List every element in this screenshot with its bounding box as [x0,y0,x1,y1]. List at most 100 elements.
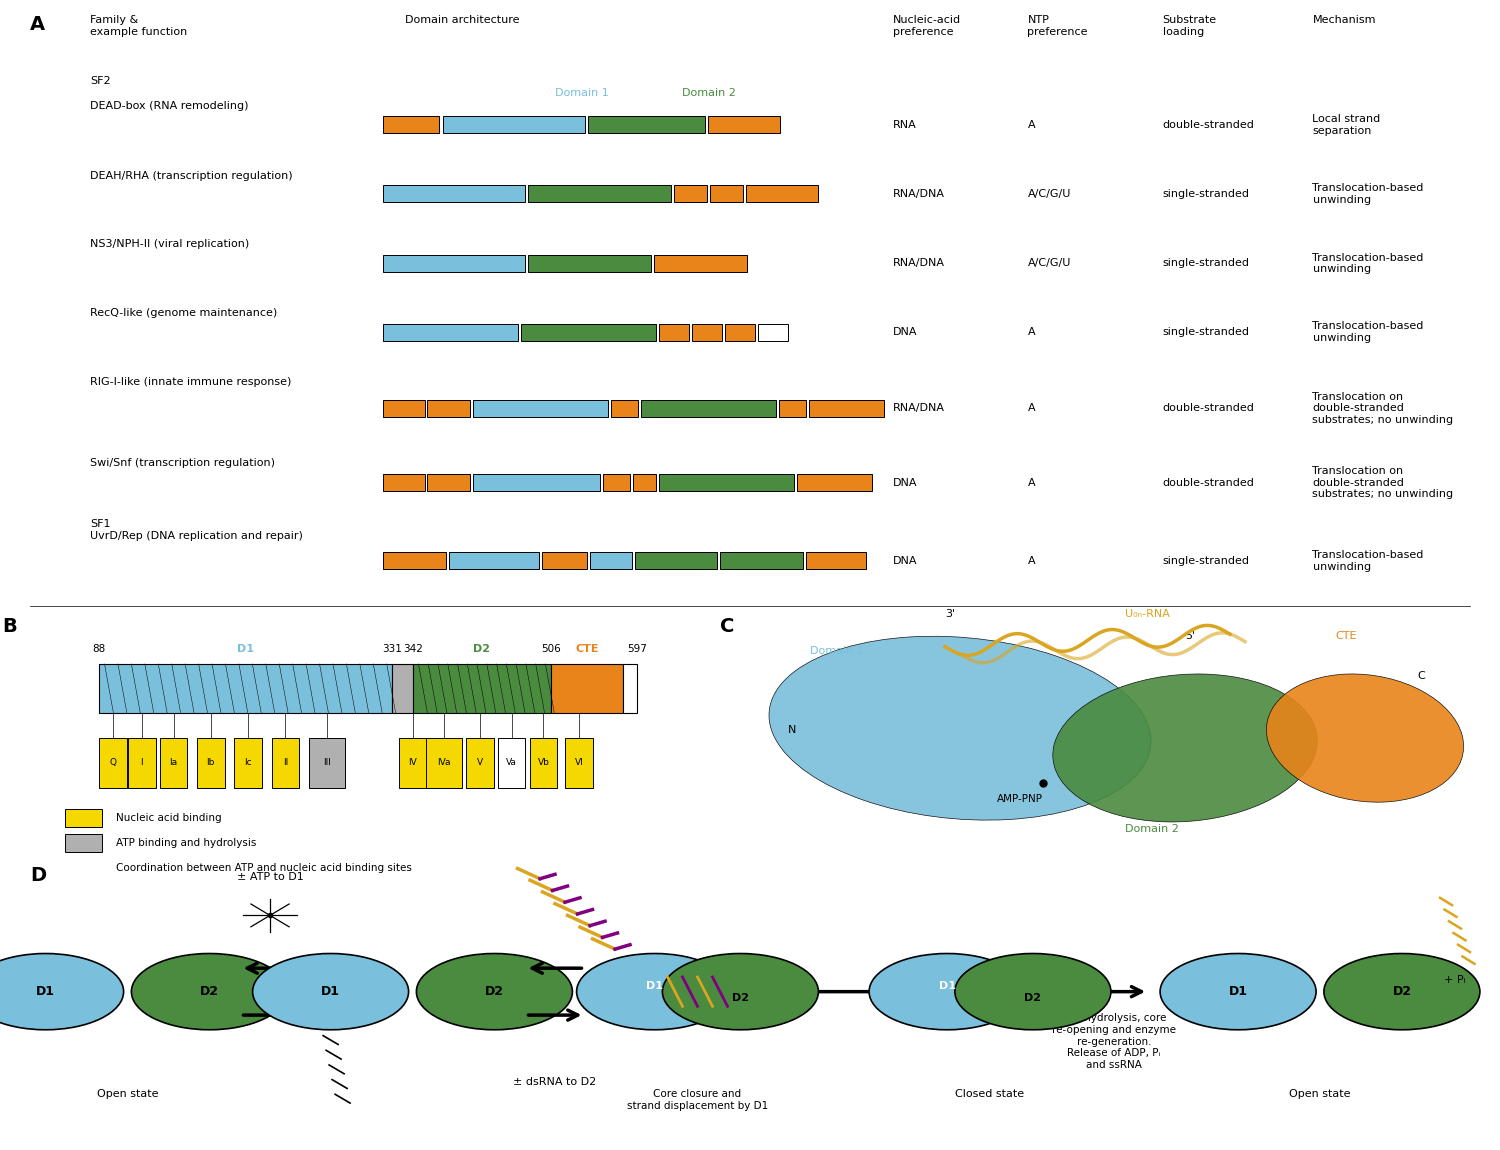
Bar [64,859,102,876]
Text: B: B [3,616,16,636]
Text: Translocation-based
unwinding: Translocation-based unwinding [1312,253,1424,274]
Text: 3': 3' [945,608,956,619]
Ellipse shape [1160,953,1316,1029]
Text: Closed state: Closed state [956,1089,1024,1099]
Text: 597: 597 [627,644,646,654]
Text: RNA/DNA: RNA/DNA [892,189,945,199]
Bar [806,552,865,569]
Text: D2: D2 [1392,986,1411,998]
Bar [99,738,126,788]
Bar [448,552,538,569]
Text: single-stranded: single-stranded [1162,328,1250,337]
Text: Q: Q [110,758,117,767]
Text: Translocation on
double-stranded
substrates; no unwinding: Translocation on double-stranded substra… [1312,466,1454,499]
Bar [528,255,651,271]
Text: Substrate
loading: Substrate loading [1162,15,1216,37]
Text: Coordination between ATP and nucleic acid binding sites: Coordination between ATP and nucleic aci… [117,862,412,873]
Ellipse shape [956,953,1112,1029]
Text: DNA: DNA [892,555,916,566]
Bar [472,474,600,491]
Bar [427,400,470,417]
Bar [99,664,393,713]
Bar [442,116,585,133]
Text: + Pᵢ: + Pᵢ [1444,975,1466,984]
Text: 342: 342 [404,644,423,654]
Text: Domain 1: Domain 1 [810,646,864,656]
Text: Domain architecture: Domain architecture [405,15,519,25]
Bar [746,185,818,202]
Bar [530,738,556,788]
Bar [309,738,345,788]
Text: D1: D1 [321,986,340,998]
Ellipse shape [1053,674,1317,822]
Bar [724,323,754,340]
Text: Local strand
separation: Local strand separation [1312,114,1380,136]
Text: 5': 5' [1185,631,1196,642]
Bar [550,664,624,713]
Text: Translocation-based
unwinding: Translocation-based unwinding [1312,321,1424,343]
Text: D1: D1 [36,986,56,998]
Bar [603,474,630,491]
Text: DEAD-box (RNA remodeling): DEAD-box (RNA remodeling) [90,100,249,110]
Bar [382,400,424,417]
Bar [708,116,780,133]
Text: I: I [141,758,142,767]
Text: IV: IV [408,758,417,767]
Text: D2: D2 [732,992,748,1003]
Bar [382,255,525,271]
Bar [382,552,446,569]
Text: SF2: SF2 [90,76,111,86]
Text: Family &
example function: Family & example function [90,15,188,37]
Text: UvrD/Rep (DNA replication and repair): UvrD/Rep (DNA replication and repair) [90,531,303,542]
Text: Vb: Vb [537,758,549,767]
Text: V: V [477,758,483,767]
Text: SF1: SF1 [90,520,111,529]
Bar [778,400,806,417]
Text: single-stranded: single-stranded [1162,259,1250,268]
Bar [382,116,439,133]
Text: Mechanism: Mechanism [1312,15,1376,25]
Text: 506: 506 [542,644,561,654]
Text: A: A [1028,477,1035,488]
Bar [382,185,525,202]
Bar [640,400,776,417]
Text: double-stranded: double-stranded [1162,120,1254,130]
Text: N: N [788,726,796,735]
Ellipse shape [0,953,123,1029]
Bar [196,738,225,788]
Bar [426,738,462,788]
Text: A: A [1028,404,1035,413]
Text: Domain 2: Domain 2 [682,89,736,99]
Text: CTE: CTE [576,644,598,654]
Bar [272,738,298,788]
Text: A: A [1028,328,1035,337]
Text: Open state: Open state [1288,1089,1350,1099]
Ellipse shape [417,953,573,1029]
Text: Domain 2: Domain 2 [1125,825,1179,834]
Text: Va: Va [506,758,518,767]
Text: DEAH/RHA (transcription regulation): DEAH/RHA (transcription regulation) [90,170,292,181]
Bar [466,738,494,788]
Text: RNA/DNA: RNA/DNA [892,404,945,413]
Text: DNA: DNA [892,328,916,337]
Bar [808,400,883,417]
Bar [674,185,706,202]
Text: A: A [30,15,45,34]
Text: C: C [720,616,735,636]
Ellipse shape [663,953,819,1029]
Bar [413,664,550,713]
Text: Translocation on
double-stranded
substrates; no unwinding: Translocation on double-stranded substra… [1312,392,1454,426]
Ellipse shape [770,636,1150,820]
Bar [692,323,722,340]
Text: D2: D2 [1024,992,1041,1003]
Text: DNA: DNA [892,477,916,488]
Text: single-stranded: single-stranded [1162,189,1250,199]
Ellipse shape [132,953,288,1029]
Text: Swi/Snf (transcription regulation): Swi/Snf (transcription regulation) [90,459,274,468]
Text: AMP-PNP: AMP-PNP [998,795,1042,804]
Text: Nucleic acid binding: Nucleic acid binding [117,813,222,823]
Text: C: C [1418,670,1425,681]
Text: Ia: Ia [170,758,177,767]
Text: A/C/G/U: A/C/G/U [1028,259,1071,268]
Bar [720,552,803,569]
